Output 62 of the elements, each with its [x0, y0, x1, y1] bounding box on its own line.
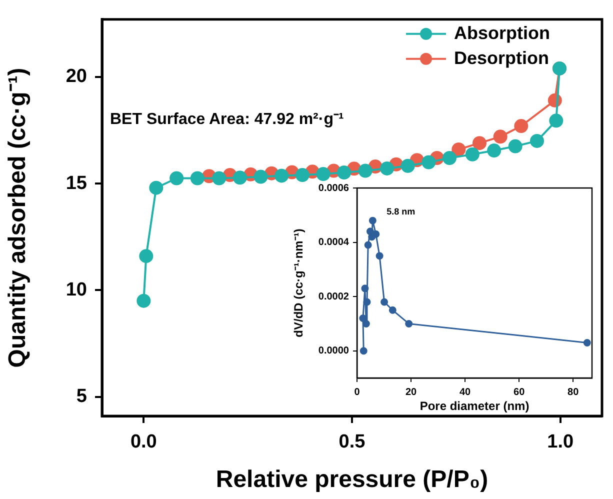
x-tick-label: 40 [459, 386, 472, 398]
y-tick-label: 0.0000 [318, 346, 350, 357]
point [136, 294, 151, 308]
point [405, 320, 413, 328]
point [361, 284, 369, 292]
legend-label: Desorption [454, 48, 550, 68]
point [465, 147, 480, 162]
x-tick-label: 60 [514, 386, 526, 398]
point [514, 119, 528, 134]
legend-label: Absorption [454, 22, 550, 43]
x-tick-label: 20 [405, 386, 418, 398]
x-tick-label: 1.0 [547, 432, 574, 453]
point [376, 252, 384, 260]
point [422, 155, 436, 170]
y-tick-label: 5 [76, 386, 88, 408]
point [170, 171, 184, 186]
point [360, 347, 368, 355]
annotation: BET Surface Area: 47.92 m²·g⁻¹ [110, 110, 344, 128]
point [487, 144, 502, 158]
point [472, 136, 486, 150]
y-tick-label: 0.0002 [318, 291, 350, 302]
point [232, 170, 247, 185]
annotation: 5.8 nm [386, 206, 416, 217]
x-tick-label: 80 [568, 386, 580, 398]
x-axis-title: Relative pressure (P/P₀) [216, 466, 488, 494]
point [363, 298, 371, 306]
point [139, 249, 154, 264]
point [368, 216, 376, 224]
point [442, 150, 456, 165]
point [316, 166, 330, 181]
point [362, 320, 370, 328]
point [372, 230, 380, 238]
point [212, 171, 226, 186]
point [583, 338, 591, 346]
point [380, 161, 394, 176]
point [530, 134, 544, 148]
point [190, 171, 204, 186]
y-axis-title: Quantity adsorbed (cc·g⁻¹) [4, 68, 32, 368]
point [274, 168, 289, 183]
point [493, 130, 508, 144]
point [295, 168, 310, 182]
y-tick-label: 0.0004 [318, 237, 350, 248]
point [364, 241, 372, 249]
point [549, 114, 564, 128]
y-tick-label: 0.0006 [318, 182, 350, 194]
point [508, 139, 522, 154]
x-axis-title: Pore diameter (nm) [420, 399, 530, 414]
y-tick-label: 20 [66, 66, 87, 88]
point [380, 298, 388, 306]
point [400, 158, 415, 173]
x-tick-label: 0.5 [338, 432, 366, 453]
point [452, 142, 466, 156]
point [149, 180, 164, 195]
point [254, 170, 268, 184]
y-tick-label: 15 [66, 172, 88, 194]
point [337, 165, 352, 180]
x-tick-label: 0.0 [130, 432, 157, 453]
point [358, 164, 372, 178]
x-tick-label: 0 [354, 386, 360, 398]
y-tick-label: 10 [66, 279, 87, 300]
y-axis-title: dV/dD (cc·g⁻¹·nm⁻¹) [292, 228, 306, 338]
point [388, 306, 396, 314]
